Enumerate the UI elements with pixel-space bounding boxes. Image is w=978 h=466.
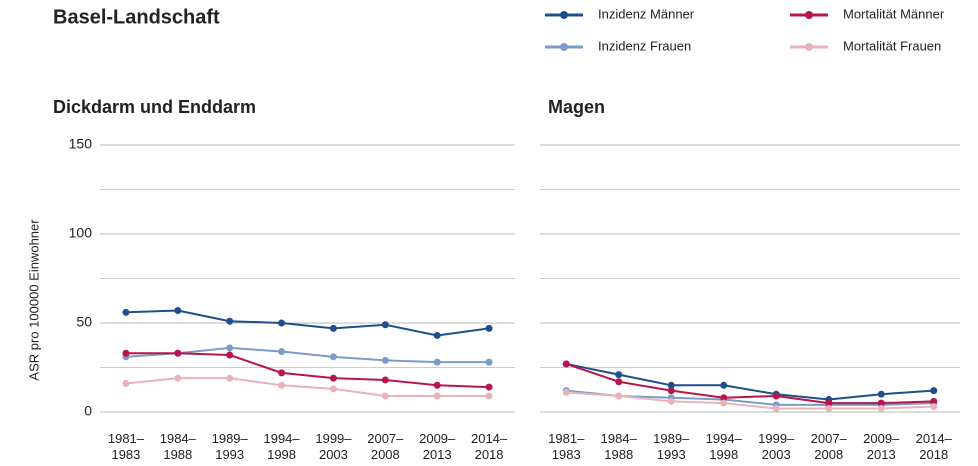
data-point (278, 381, 286, 389)
y-tick-label: 150 (69, 136, 93, 152)
x-tick-label: 1984– 1988 (600, 431, 637, 462)
data-point (329, 353, 337, 361)
data-point (772, 404, 780, 412)
data-point (485, 383, 493, 391)
data-point (329, 324, 337, 332)
subplot-title: Magen (548, 97, 605, 117)
legend-label: Mortalität Männer (843, 6, 945, 21)
x-tick-label: 2007– 2008 (810, 431, 847, 462)
data-point (278, 347, 286, 355)
x-tick-label: 1981– 1983 (107, 431, 145, 462)
data-point (329, 385, 337, 393)
data-point (485, 324, 493, 332)
data-point (720, 381, 728, 389)
data-point (667, 387, 675, 395)
data-point (720, 394, 728, 402)
series-line (125, 377, 490, 397)
legend-marker (560, 43, 568, 51)
subplot-title: Dickdarm und Enddarm (53, 97, 256, 117)
data-point (381, 321, 389, 329)
x-tick-label: 1981– 1983 (548, 431, 585, 462)
page-title: Basel-Landschaft (53, 6, 220, 28)
series-line (566, 391, 934, 410)
data-point (433, 358, 441, 366)
data-point (122, 380, 130, 388)
data-point (381, 376, 389, 384)
data-point (667, 381, 675, 389)
x-tick-label: 2009– 2013 (863, 431, 900, 462)
data-point (772, 392, 780, 400)
data-point (433, 381, 441, 389)
data-point (329, 374, 337, 382)
data-point (615, 378, 623, 386)
data-point (485, 392, 493, 400)
x-tick-label: 2007– 2008 (367, 431, 404, 462)
data-point (226, 374, 234, 382)
x-tick-label: 2009– 2013 (419, 431, 456, 462)
series-line (565, 362, 934, 405)
data-point (615, 371, 623, 379)
legend-label: Inzidenz Männer (598, 6, 695, 21)
legend-marker (805, 11, 813, 19)
x-tick-label: 1994– 1998 (705, 431, 742, 462)
data-point (877, 390, 885, 398)
data-point (720, 399, 728, 407)
data-point (615, 392, 623, 400)
x-tick-label: 1999– 2003 (758, 431, 795, 462)
data-point (174, 374, 182, 382)
data-point (226, 351, 234, 359)
x-tick-label: 1984– 1988 (159, 431, 196, 462)
series-line (125, 346, 490, 364)
data-point (562, 360, 570, 368)
data-point (667, 397, 675, 405)
y-tick-label: 50 (76, 314, 92, 330)
y-axis-label: ASR pro 100000 Einwohner (26, 219, 41, 381)
series-line (125, 309, 490, 337)
x-tick-label: 1989– 1993 (653, 431, 690, 462)
data-point (930, 403, 938, 411)
x-tick-label: 2014– 2018 (470, 431, 508, 462)
legend-label: Inzidenz Frauen (598, 38, 691, 53)
data-point (433, 331, 441, 339)
data-point (877, 404, 885, 412)
data-point (278, 319, 286, 327)
x-tick-label: 1989– 1993 (211, 431, 248, 462)
data-point (877, 399, 885, 407)
data-point (122, 349, 130, 357)
x-tick-label: 1999– 2003 (315, 431, 352, 462)
data-point (433, 392, 441, 400)
data-point (485, 358, 493, 366)
data-point (562, 388, 570, 396)
data-point (825, 404, 833, 412)
y-tick-label: 0 (84, 403, 92, 419)
data-point (930, 397, 938, 405)
data-point (825, 399, 833, 407)
data-point (226, 344, 234, 352)
data-point (381, 392, 389, 400)
legend-marker (560, 11, 568, 19)
x-tick-label: 1994– 1998 (263, 431, 300, 462)
data-point (381, 356, 389, 364)
data-point (174, 349, 182, 357)
x-tick-label: 2014– 2018 (915, 431, 952, 462)
series-line (125, 352, 490, 389)
y-tick-label: 100 (69, 225, 93, 241)
data-point (930, 387, 938, 395)
data-point (226, 317, 234, 325)
data-point (278, 369, 286, 377)
legend-marker (805, 43, 813, 51)
legend-label: Mortalität Frauen (843, 38, 941, 53)
data-point (122, 308, 130, 316)
series-line (566, 362, 934, 401)
data-point (174, 307, 182, 315)
